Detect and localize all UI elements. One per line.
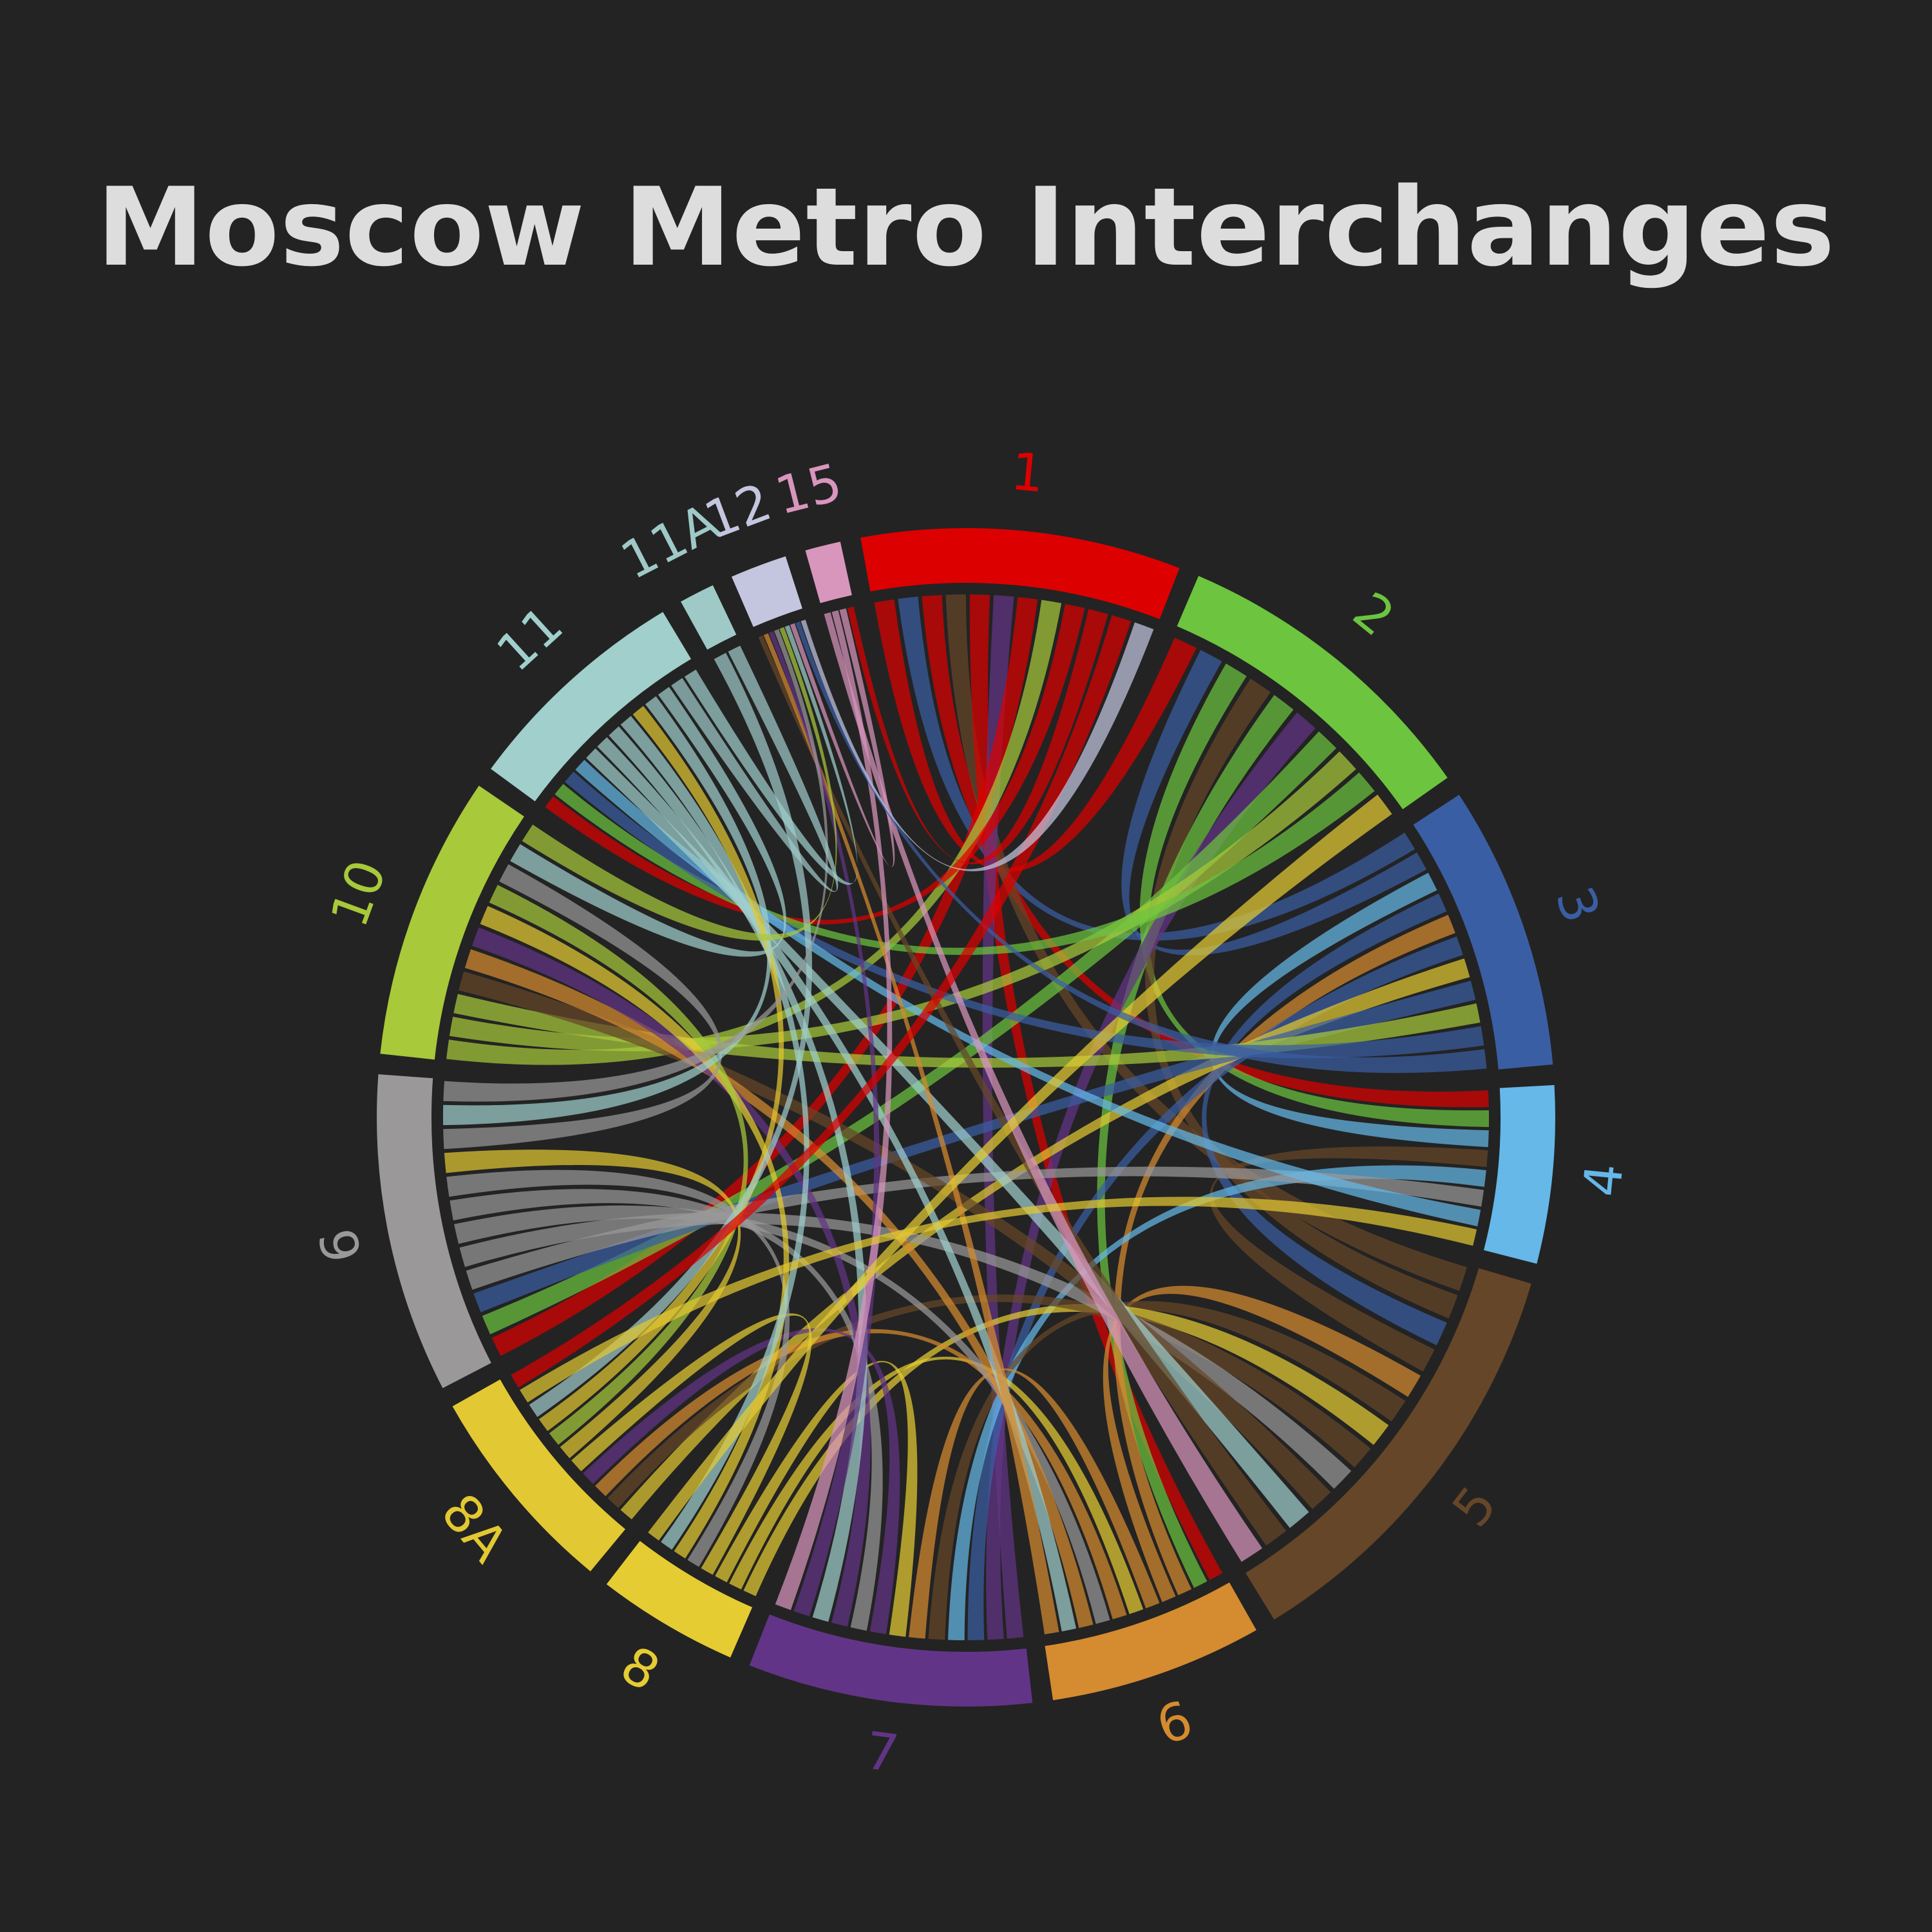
chord-link-12-15	[790, 608, 895, 867]
ring-label-4: 4	[1572, 1161, 1635, 1200]
chart-title: Moscow Metro Interchanges	[96, 164, 1836, 290]
ring-label-8A: 8A	[430, 1482, 519, 1573]
ring-segment-8A	[452, 1379, 625, 1571]
ring-segment-10	[380, 786, 524, 1060]
chord-link-7-8	[715, 1361, 918, 1637]
chord-link-2-5	[1144, 678, 1458, 1319]
chord-link-9-10	[443, 864, 723, 1150]
chord-link-6-7	[909, 1368, 1160, 1639]
ring-segment-7	[749, 1614, 1033, 1707]
ring-segment-1	[860, 528, 1180, 620]
ring-segments	[377, 528, 1555, 1707]
ring-label-10: 10	[319, 853, 397, 935]
ring-label-11: 11	[486, 594, 574, 683]
chord-link-1-5	[945, 594, 1467, 1291]
ring-segment-11A	[681, 585, 737, 650]
ring-segment-2	[1177, 576, 1448, 810]
ring-segment-5	[1245, 1268, 1531, 1620]
chord-link-3-5	[1202, 893, 1447, 1345]
ring-segment-6	[1045, 1582, 1256, 1700]
ring-label-2: 2	[1342, 581, 1405, 648]
ring-segment-4	[1484, 1084, 1555, 1264]
chord-link-4-8A	[520, 1197, 1477, 1403]
chord-links	[442, 594, 1490, 1640]
chord-link-4-5	[1209, 1146, 1488, 1372]
chord-link-10-11	[510, 687, 786, 957]
chord-link-4-9	[466, 1166, 1484, 1290]
chord-link-8A-10	[489, 885, 748, 1445]
ring-label-3: 3	[1544, 879, 1612, 930]
ring-label-1: 1	[1009, 441, 1047, 504]
ring-label-6: 6	[1150, 1689, 1200, 1757]
ring-label-9: 9	[306, 1224, 371, 1268]
chord-link-8-8A	[571, 1313, 812, 1575]
chord-link-11-11A	[671, 645, 838, 892]
ring-label-8: 8	[611, 1634, 669, 1703]
ring-segment-3	[1413, 795, 1553, 1070]
chord-link-1-15	[847, 606, 1108, 864]
ring-segment-11	[491, 612, 692, 802]
chord-link-7-11	[609, 726, 867, 1622]
ring-segment-12	[732, 556, 802, 627]
ring-label-7: 7	[862, 1720, 902, 1784]
chord-link-3-9	[473, 980, 1476, 1312]
chord-link-5-11	[586, 748, 1309, 1528]
chord-link-5-8	[743, 1303, 1389, 1596]
ring-segment-15	[805, 542, 852, 603]
chord-link-3-7	[967, 936, 1463, 1640]
ring-label-5: 5	[1441, 1475, 1508, 1538]
chord-link-6-12	[763, 633, 1059, 1634]
ring-segment-9	[377, 1074, 491, 1388]
chord-link-1-2	[874, 599, 1197, 872]
ring-label-15: 15	[770, 452, 848, 526]
chord-link-8-10	[480, 905, 790, 1558]
ring-segment-8	[606, 1540, 753, 1658]
chord-link-3-4	[1211, 873, 1489, 1148]
